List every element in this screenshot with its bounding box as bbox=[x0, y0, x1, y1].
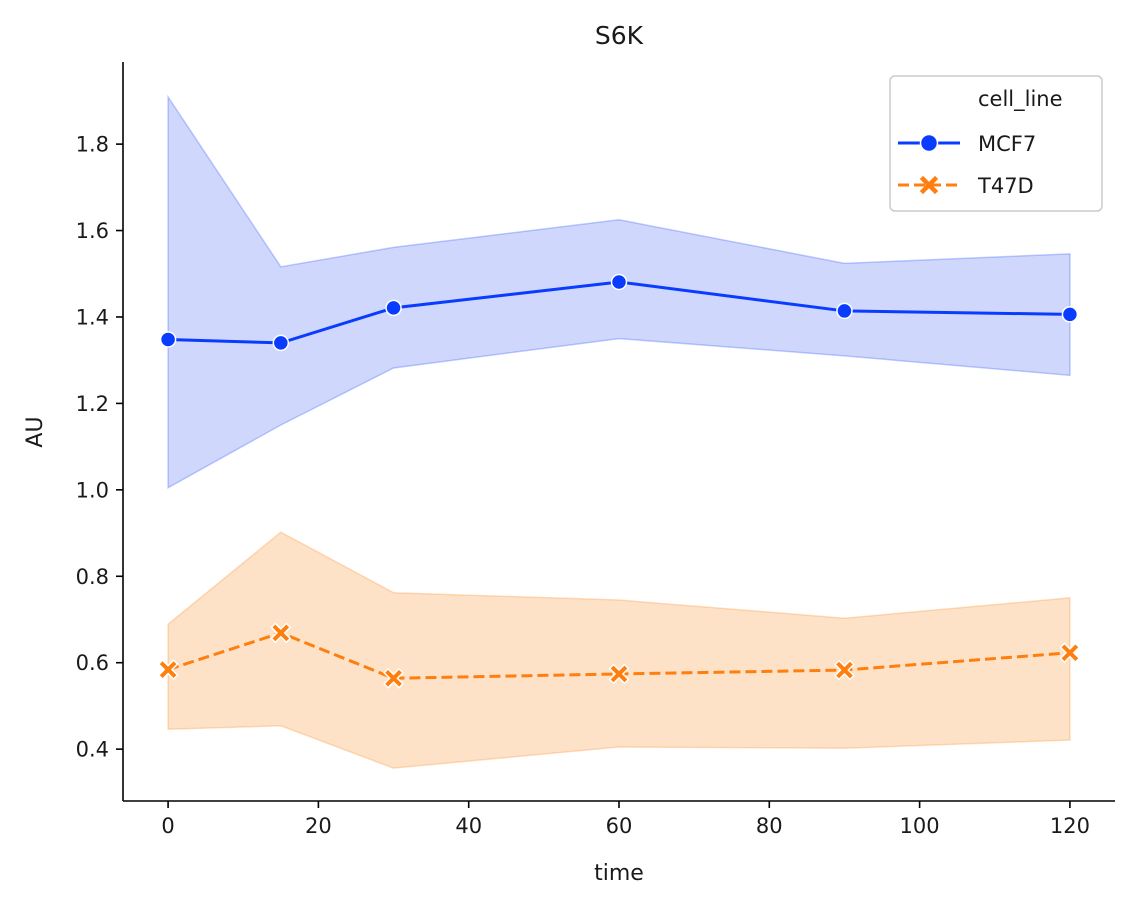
y-tick-label: 1.4 bbox=[76, 305, 109, 329]
legend-label-t47d: T47D bbox=[977, 174, 1034, 198]
x-tick-label: 100 bbox=[900, 814, 940, 838]
y-axis-label: AU bbox=[23, 416, 48, 447]
y-tick-label: 1.8 bbox=[76, 133, 109, 157]
line-t47d bbox=[167, 631, 1071, 680]
x-tick-label: 20 bbox=[305, 814, 332, 838]
x-tick-label: 0 bbox=[161, 814, 174, 838]
legend-marker-t47d bbox=[919, 175, 939, 195]
axes: 0 20 40 60 80 100 120 0.4 0.6 0.8 1.0 1.2 1.4 1.6 1.8 bbox=[76, 62, 1115, 838]
y-tick-label: 0.6 bbox=[76, 651, 109, 675]
point-t47d-0 bbox=[157, 659, 179, 681]
series-markers bbox=[157, 273, 1081, 689]
point-t47d-2 bbox=[383, 667, 404, 689]
confidence-bands bbox=[167, 94, 1071, 769]
point-cross bbox=[610, 665, 628, 683]
x-tick-label: 60 bbox=[606, 814, 633, 838]
y-tick-label: 0.4 bbox=[76, 738, 109, 762]
point-cross bbox=[836, 661, 853, 679]
legend: cell_line MCF7 T47D bbox=[889, 75, 1103, 212]
legend-title: cell_line bbox=[978, 87, 1063, 112]
point-t47d-3 bbox=[608, 663, 630, 685]
series-lines bbox=[167, 280, 1071, 680]
chart-title: S6K bbox=[595, 21, 644, 50]
point-mcf7-4 bbox=[836, 302, 853, 320]
y-tick-label: 1.2 bbox=[76, 392, 109, 416]
band-mcf7 bbox=[167, 94, 1071, 489]
point-mcf7-1 bbox=[272, 334, 290, 352]
line-mcf7 bbox=[168, 280, 1070, 345]
legend-box bbox=[889, 75, 1103, 212]
y-tick-label: 1.0 bbox=[76, 478, 109, 502]
band-t47d bbox=[167, 531, 1071, 769]
point-cross bbox=[385, 669, 402, 687]
legend-marker-mcf7 bbox=[919, 133, 939, 153]
y-tick-label: 0.8 bbox=[76, 565, 109, 589]
point-t47d-4 bbox=[834, 659, 855, 681]
x-tick-label: 40 bbox=[455, 814, 482, 838]
point-mcf7-3 bbox=[610, 273, 628, 291]
x-axis-label: time bbox=[594, 861, 644, 886]
point-mcf7-5 bbox=[1061, 306, 1079, 323]
y-tick-label: 1.6 bbox=[76, 219, 109, 243]
point-t47d-1 bbox=[270, 622, 292, 644]
point-cross bbox=[272, 624, 290, 642]
point-t47d-5 bbox=[1059, 642, 1081, 664]
legend-label-mcf7: MCF7 bbox=[978, 132, 1036, 156]
x-tick-label: 120 bbox=[1050, 814, 1090, 838]
point-cross bbox=[1061, 644, 1079, 662]
x-tick-label: 80 bbox=[756, 814, 783, 838]
point-cross bbox=[159, 661, 177, 678]
point-mcf7-2 bbox=[385, 299, 402, 317]
point-mcf7-0 bbox=[159, 331, 177, 348]
